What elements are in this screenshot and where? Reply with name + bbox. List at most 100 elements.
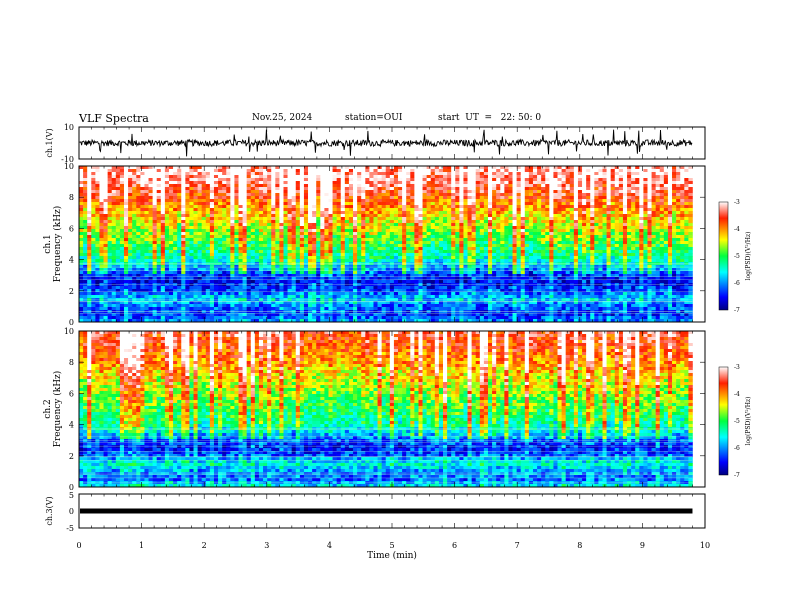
- spectrogram-cell: [95, 238, 100, 242]
- spectrogram-cell: [275, 241, 280, 245]
- spectrogram-cell: [111, 169, 117, 173]
- spectrogram-cell: [348, 244, 354, 248]
- spectrogram-cell: [443, 181, 448, 185]
- spectrogram-cell: [598, 232, 603, 236]
- spectrogram-cell: [557, 226, 562, 230]
- spectrogram-cell: [365, 241, 370, 245]
- spectrogram-cell: [226, 256, 231, 260]
- spectrogram-cell: [508, 196, 513, 200]
- spectrogram-cell: [234, 175, 239, 179]
- spectrogram-cell: [218, 235, 223, 239]
- spectrogram-cell: [655, 205, 661, 209]
- spectrogram-cell: [340, 208, 346, 212]
- spectrogram-cell: [87, 226, 92, 230]
- spectrogram-cell: [246, 232, 252, 236]
- spectrogram-cell: [287, 211, 292, 215]
- spectrogram-cell: [553, 190, 558, 194]
- spectrogram-cell: [688, 253, 693, 257]
- spectrogram-cell: [87, 172, 92, 176]
- spectrogram-cell: [622, 181, 628, 185]
- spectrogram-cell: [651, 214, 656, 218]
- spectrogram-cell: [111, 199, 117, 203]
- spectrogram-cell: [541, 220, 546, 224]
- spectrogram-cell: [303, 256, 309, 260]
- spectrogram-cell: [83, 193, 88, 197]
- spectrogram-cell: [434, 244, 440, 248]
- spectrogram-cell: [177, 232, 182, 236]
- spectrogram-cell: [83, 169, 88, 173]
- spectrogram-cell: [148, 250, 153, 254]
- spectrogram-cell: [565, 181, 571, 185]
- spectrogram-cell: [680, 169, 685, 173]
- spectrogram-cell: [144, 181, 149, 185]
- spectrogram-cell: [303, 172, 309, 176]
- spectrogram-cell: [328, 217, 333, 221]
- spectrogram-cell: [222, 202, 227, 206]
- spectrogram-cell: [312, 178, 317, 182]
- spectrogram-cell: [205, 229, 211, 233]
- spectrogram-cell: [107, 229, 113, 233]
- spectrogram-cell: [283, 259, 288, 263]
- spectrogram-cell: [271, 196, 276, 200]
- spectrogram-cell: [422, 199, 427, 203]
- spectrogram-cell: [402, 187, 407, 191]
- spectrogram-cell: [201, 196, 207, 200]
- spectrogram-cell: [684, 187, 689, 191]
- spectrogram-cell: [594, 247, 599, 251]
- spectrogram-cell: [250, 184, 256, 188]
- spectrogram-cell: [340, 217, 346, 221]
- spectrogram-cell: [218, 244, 223, 248]
- spectrogram-cell: [348, 250, 354, 254]
- spectrogram-cell: [136, 199, 141, 203]
- spectrogram-cell: [545, 172, 550, 176]
- spectrogram-cell: [586, 175, 591, 179]
- spectrogram-cell: [181, 175, 186, 179]
- spectrogram-cell: [308, 232, 313, 236]
- spectrogram-cell: [688, 238, 693, 242]
- spectrogram-cell: [373, 169, 378, 173]
- spectrogram-cell: [148, 256, 153, 260]
- spectrogram-cell: [635, 232, 640, 236]
- spectrogram-cell: [680, 178, 685, 182]
- spectrogram-cell: [213, 208, 219, 212]
- spectrogram-cell: [553, 235, 558, 239]
- spectrogram-cell: [308, 238, 313, 242]
- spectrogram-cell: [545, 253, 550, 257]
- spectrogram-cell: [287, 244, 292, 248]
- spectrogram-cell: [455, 220, 460, 224]
- spectrogram-cell: [426, 199, 432, 203]
- spectrogram-cell: [467, 208, 472, 212]
- spectrogram-cell: [103, 220, 108, 224]
- spectrogram-cell: [299, 202, 305, 206]
- spectrogram-cell: [471, 196, 477, 200]
- spectrogram-cell: [475, 184, 481, 188]
- spectrogram-cell: [230, 175, 235, 179]
- spectrogram-cell: [434, 205, 440, 209]
- spectrogram-cell: [279, 241, 284, 245]
- spectrogram-cell: [103, 232, 108, 236]
- spectrogram-cell: [426, 166, 432, 170]
- spectrogram-cell: [332, 208, 337, 212]
- spectrogram-cell: [655, 178, 661, 182]
- spectrogram-cell: [87, 241, 92, 245]
- spectrogram-cell: [635, 211, 640, 215]
- spectrogram-cell: [667, 244, 673, 248]
- spectrogram-cell: [569, 199, 575, 203]
- spectrogram-cell: [336, 235, 342, 239]
- spectrogram-cell: [312, 181, 317, 185]
- spectrogram-cell: [430, 253, 436, 257]
- spectrogram-cell: [263, 187, 268, 191]
- spectrogram-cell: [459, 250, 464, 254]
- spectrogram-cell: [393, 184, 399, 188]
- spectrogram-cell: [295, 256, 301, 260]
- spectrogram-cell: [672, 226, 677, 230]
- spectrogram-cell: [549, 229, 554, 233]
- spectrogram-cell: [99, 169, 104, 173]
- spectrogram-cell: [528, 196, 534, 200]
- spectrogram-cell: [344, 244, 350, 248]
- spectrogram-cell: [271, 208, 276, 212]
- spectrogram-cell: [99, 217, 104, 221]
- spectrogram-cell: [492, 178, 497, 182]
- spectrogram-cell: [250, 193, 256, 197]
- spectrogram-cell: [594, 214, 599, 218]
